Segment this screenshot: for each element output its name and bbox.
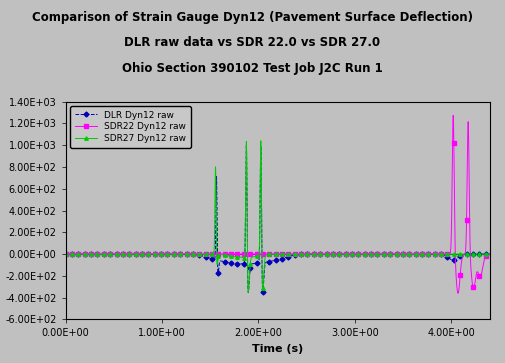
SDR27 Dyn12 raw — [245, 290, 251, 294]
SDR27 Dyn12 raw — [65, 252, 71, 256]
DLR Dyn12 raw — [80, 252, 86, 256]
SDR22 Dyn12 raw — [455, 291, 461, 295]
SDR22 Dyn12 raw — [146, 252, 152, 256]
DLR Dyn12 raw — [65, 252, 71, 256]
Line: SDR27 Dyn12 raw: SDR27 Dyn12 raw — [64, 139, 491, 294]
Line: DLR Dyn12 raw: DLR Dyn12 raw — [64, 143, 491, 294]
Line: SDR22 Dyn12 raw: SDR22 Dyn12 raw — [64, 114, 491, 295]
SDR27 Dyn12 raw — [80, 252, 86, 256]
SDR22 Dyn12 raw — [487, 252, 493, 256]
SDR27 Dyn12 raw — [146, 252, 152, 256]
Text: Ohio Section 390102 Test Job J2C Run 1: Ohio Section 390102 Test Job J2C Run 1 — [122, 62, 383, 75]
DLR Dyn12 raw — [245, 290, 251, 295]
SDR22 Dyn12 raw — [80, 252, 86, 256]
DLR Dyn12 raw — [243, 143, 249, 147]
Text: DLR raw data vs SDR 22.0 vs SDR 27.0: DLR raw data vs SDR 22.0 vs SDR 27.0 — [124, 36, 381, 49]
DLR Dyn12 raw — [146, 252, 152, 256]
DLR Dyn12 raw — [88, 252, 94, 256]
DLR Dyn12 raw — [487, 252, 493, 256]
X-axis label: Time (s): Time (s) — [252, 344, 304, 354]
SDR27 Dyn12 raw — [465, 252, 471, 256]
SDR22 Dyn12 raw — [270, 252, 276, 256]
Text: Comparison of Strain Gauge Dyn12 (Pavement Surface Deflection): Comparison of Strain Gauge Dyn12 (Paveme… — [32, 11, 473, 24]
SDR22 Dyn12 raw — [465, 150, 471, 155]
DLR Dyn12 raw — [63, 252, 69, 256]
SDR27 Dyn12 raw — [270, 252, 276, 256]
SDR22 Dyn12 raw — [63, 252, 69, 256]
SDR27 Dyn12 raw — [63, 252, 69, 256]
SDR22 Dyn12 raw — [450, 113, 456, 118]
SDR22 Dyn12 raw — [88, 252, 94, 256]
SDR27 Dyn12 raw — [258, 139, 264, 143]
Legend: DLR Dyn12 raw, SDR22 Dyn12 raw, SDR27 Dyn12 raw: DLR Dyn12 raw, SDR22 Dyn12 raw, SDR27 Dy… — [70, 106, 191, 148]
DLR Dyn12 raw — [270, 258, 276, 263]
DLR Dyn12 raw — [465, 252, 471, 256]
SDR27 Dyn12 raw — [487, 252, 493, 256]
SDR22 Dyn12 raw — [65, 252, 71, 256]
SDR27 Dyn12 raw — [88, 252, 94, 256]
